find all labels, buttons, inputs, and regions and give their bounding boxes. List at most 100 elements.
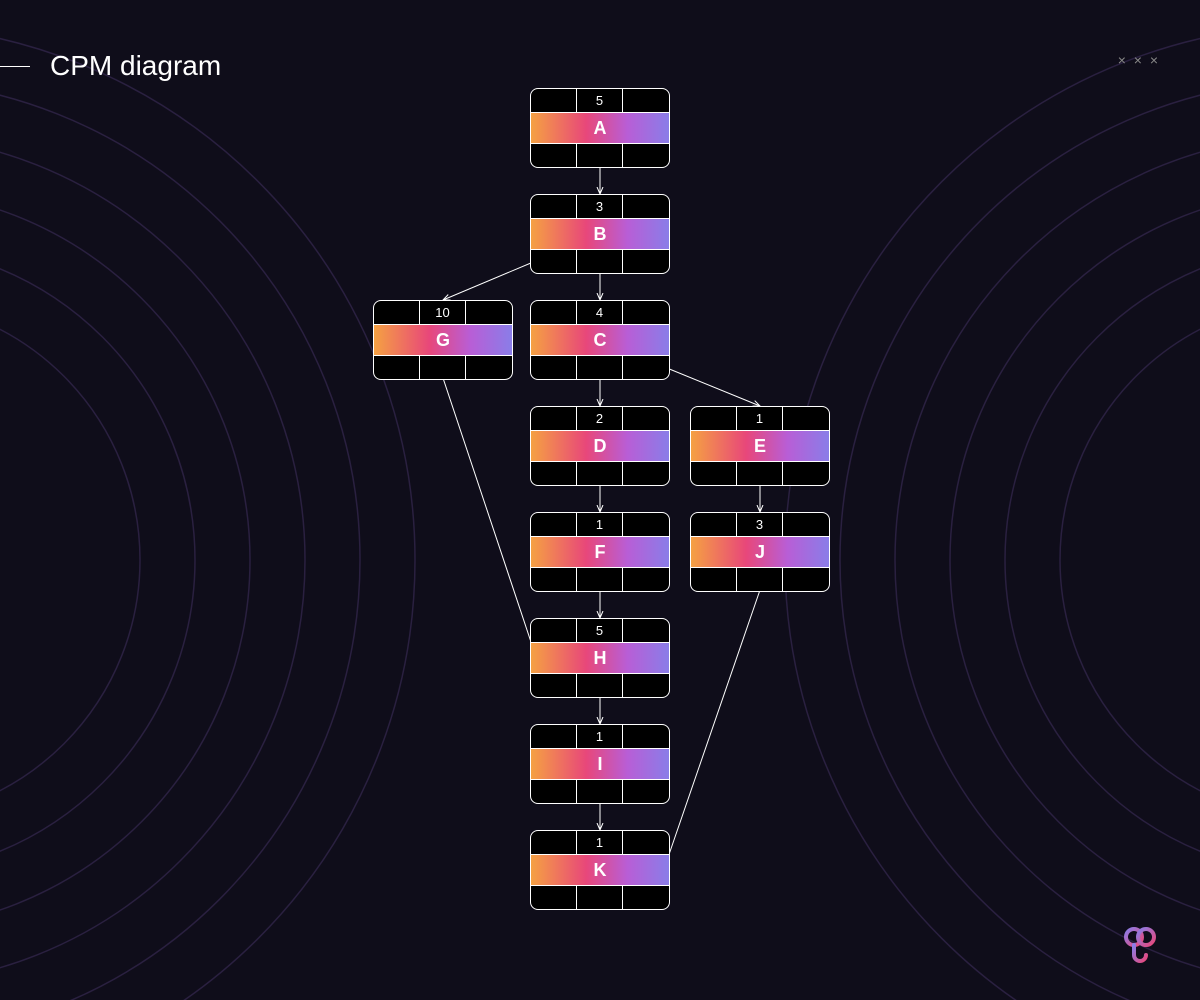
ef-cell [783,407,829,430]
node-label: A [531,113,669,143]
node-top-row: 4 [531,301,669,325]
lf-cell [466,356,512,379]
node-top-row: 5 [531,89,669,113]
ef-cell [623,301,669,324]
node-label: K [531,855,669,885]
ls-cell [531,462,577,485]
slack-cell [577,674,623,697]
node-top-row: 3 [691,513,829,537]
ls-cell [531,356,577,379]
edge-j-k [664,590,760,869]
lf-cell [623,250,669,273]
slack-cell [577,356,623,379]
slack-cell [577,250,623,273]
ef-cell [623,195,669,218]
cpm-node-i: 1I [530,724,670,804]
lf-cell [623,674,669,697]
cpm-node-k: 1K [530,830,670,910]
ef-cell [623,89,669,112]
duration-cell: 1 [577,831,623,854]
slack-cell [577,886,623,909]
node-label: F [531,537,669,567]
node-top-row: 10 [374,301,512,325]
node-top-row: 1 [531,831,669,855]
lf-cell [623,886,669,909]
lf-cell [623,780,669,803]
es-cell [531,301,577,324]
es-cell [374,301,420,324]
node-label: E [691,431,829,461]
duration-cell: 1 [577,513,623,536]
node-label: D [531,431,669,461]
ls-cell [374,356,420,379]
ls-cell [531,144,577,167]
node-bottom-row [691,461,829,485]
es-cell [531,619,577,642]
node-bottom-row [531,355,669,379]
ls-cell [531,250,577,273]
node-top-row: 2 [531,407,669,431]
node-top-row: 1 [531,513,669,537]
lf-cell [623,356,669,379]
node-label: C [531,325,669,355]
node-bottom-row [691,567,829,591]
slack-cell [577,462,623,485]
ls-cell [531,568,577,591]
slack-cell [577,568,623,591]
node-bottom-row [531,249,669,273]
slack-cell [577,780,623,803]
node-bottom-row [531,673,669,697]
edge-b-g [443,260,538,300]
cpm-node-b: 3B [530,194,670,274]
node-top-row: 1 [531,725,669,749]
cpm-node-c: 4C [530,300,670,380]
es-cell [531,513,577,536]
cpm-node-j: 3J [690,512,830,592]
duration-cell: 4 [577,301,623,324]
duration-cell: 1 [737,407,783,430]
cpm-node-e: 1E [690,406,830,486]
slack-cell [737,568,783,591]
node-bottom-row [531,567,669,591]
node-label: H [531,643,669,673]
ef-cell [783,513,829,536]
slack-cell [737,462,783,485]
edge-g-h [443,378,536,657]
es-cell [531,831,577,854]
ef-cell [623,831,669,854]
lf-cell [623,144,669,167]
lf-cell [783,462,829,485]
cpm-node-d: 2D [530,406,670,486]
cpm-node-a: 5A [530,88,670,168]
ef-cell [466,301,512,324]
ef-cell [623,407,669,430]
node-label: J [691,537,829,567]
node-top-row: 3 [531,195,669,219]
node-top-row: 5 [531,619,669,643]
duration-cell: 3 [737,513,783,536]
es-cell [531,725,577,748]
node-bottom-row [531,885,669,909]
duration-cell: 10 [420,301,466,324]
node-top-row: 1 [691,407,829,431]
duration-cell: 1 [577,725,623,748]
cpm-node-f: 1F [530,512,670,592]
slack-cell [577,144,623,167]
ls-cell [531,674,577,697]
es-cell [691,407,737,430]
cpm-node-g: 10G [373,300,513,380]
duration-cell: 2 [577,407,623,430]
node-bottom-row [531,779,669,803]
node-label: I [531,749,669,779]
node-bottom-row [531,143,669,167]
ls-cell [691,462,737,485]
slack-cell [420,356,466,379]
edge-c-e [662,366,760,406]
cpm-diagram: 5A3B10G4C2D1E1F3J5H1I1K [0,0,1200,1000]
es-cell [531,195,577,218]
es-cell [531,407,577,430]
ef-cell [623,619,669,642]
duration-cell: 5 [577,89,623,112]
node-bottom-row [374,355,512,379]
ls-cell [531,780,577,803]
